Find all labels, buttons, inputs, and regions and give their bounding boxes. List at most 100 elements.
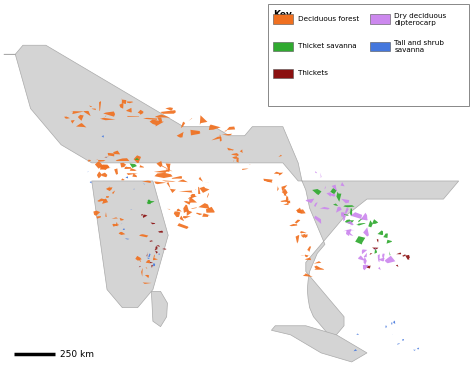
Polygon shape [391, 322, 392, 325]
Polygon shape [141, 214, 144, 216]
Polygon shape [266, 181, 272, 183]
Polygon shape [393, 321, 395, 324]
Polygon shape [106, 196, 109, 198]
Polygon shape [231, 153, 238, 156]
Polygon shape [330, 185, 337, 191]
Polygon shape [199, 177, 203, 182]
Polygon shape [351, 212, 362, 219]
Polygon shape [160, 165, 173, 172]
Polygon shape [127, 116, 139, 117]
Polygon shape [314, 261, 321, 264]
Polygon shape [402, 255, 406, 257]
Polygon shape [136, 157, 138, 158]
Polygon shape [107, 187, 112, 190]
Polygon shape [191, 130, 200, 135]
Polygon shape [105, 157, 107, 158]
Polygon shape [92, 109, 96, 110]
Polygon shape [242, 168, 249, 170]
Polygon shape [345, 208, 349, 215]
Polygon shape [191, 194, 196, 198]
Polygon shape [99, 101, 101, 111]
Polygon shape [165, 107, 173, 111]
Polygon shape [377, 239, 378, 243]
Polygon shape [343, 205, 355, 207]
Polygon shape [137, 110, 143, 115]
Polygon shape [107, 187, 110, 188]
Polygon shape [78, 115, 84, 121]
Polygon shape [71, 111, 84, 114]
Polygon shape [153, 257, 158, 260]
Polygon shape [133, 189, 135, 190]
Polygon shape [101, 173, 108, 177]
Polygon shape [320, 173, 321, 178]
Polygon shape [312, 189, 321, 195]
Polygon shape [337, 191, 341, 202]
Polygon shape [278, 155, 282, 157]
Polygon shape [106, 167, 111, 168]
Polygon shape [314, 266, 320, 269]
Polygon shape [119, 103, 123, 109]
Bar [268, 4, 469, 106]
Polygon shape [198, 187, 201, 194]
Polygon shape [378, 254, 380, 262]
Polygon shape [156, 161, 163, 167]
Polygon shape [90, 181, 92, 183]
Text: Thickets: Thickets [298, 70, 328, 76]
Text: Thicket savanna: Thicket savanna [298, 43, 357, 49]
Polygon shape [211, 137, 222, 140]
Polygon shape [139, 165, 144, 168]
Polygon shape [112, 224, 119, 227]
Polygon shape [144, 183, 145, 185]
Polygon shape [162, 249, 166, 250]
Polygon shape [160, 110, 176, 114]
Polygon shape [146, 267, 147, 269]
Bar [370, 14, 390, 24]
Polygon shape [106, 187, 112, 191]
Polygon shape [96, 160, 106, 162]
Polygon shape [287, 201, 290, 203]
Polygon shape [147, 200, 151, 204]
Polygon shape [166, 182, 170, 188]
Polygon shape [97, 198, 107, 202]
Polygon shape [199, 203, 210, 209]
Text: 250 km: 250 km [60, 350, 94, 359]
Polygon shape [162, 180, 176, 182]
Polygon shape [181, 122, 185, 128]
Polygon shape [320, 207, 330, 210]
Polygon shape [183, 204, 189, 213]
Polygon shape [121, 98, 126, 104]
Polygon shape [356, 334, 359, 335]
Polygon shape [101, 135, 104, 138]
Polygon shape [200, 115, 208, 125]
Polygon shape [97, 171, 102, 178]
Polygon shape [249, 164, 251, 165]
Polygon shape [147, 257, 149, 259]
Polygon shape [405, 255, 410, 260]
Polygon shape [341, 212, 345, 218]
Polygon shape [282, 185, 287, 191]
Polygon shape [104, 157, 109, 158]
Polygon shape [158, 254, 160, 255]
Polygon shape [4, 45, 459, 335]
Polygon shape [343, 229, 355, 231]
Polygon shape [296, 207, 302, 213]
Polygon shape [64, 116, 70, 119]
Polygon shape [145, 275, 149, 278]
Polygon shape [153, 255, 155, 260]
Polygon shape [153, 263, 155, 266]
Polygon shape [336, 207, 342, 213]
Polygon shape [130, 168, 137, 171]
Polygon shape [306, 198, 314, 203]
Polygon shape [233, 160, 234, 162]
Polygon shape [142, 181, 151, 183]
Polygon shape [151, 291, 167, 326]
Text: Tall and shrub
savanna: Tall and shrub savanna [394, 40, 444, 53]
Polygon shape [84, 111, 91, 116]
Polygon shape [370, 253, 373, 255]
Polygon shape [116, 158, 129, 161]
Polygon shape [177, 223, 189, 229]
Polygon shape [314, 268, 324, 270]
Polygon shape [222, 134, 232, 135]
Polygon shape [165, 163, 171, 172]
Polygon shape [155, 173, 173, 178]
